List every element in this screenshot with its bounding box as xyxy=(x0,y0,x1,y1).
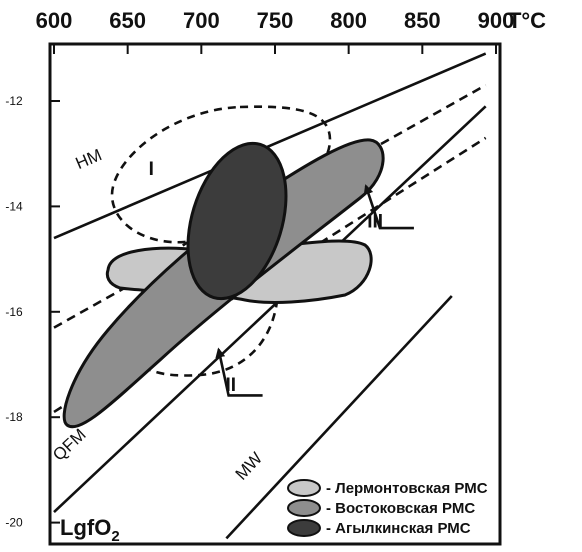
arrow-ii xyxy=(215,347,263,397)
buffer-label-qfm: QFM xyxy=(49,425,90,465)
arrow-iii xyxy=(363,184,414,230)
x-tick-label: 650 xyxy=(109,8,146,33)
legend-swatch xyxy=(287,479,321,497)
legend: - Лермонтовская РМС - Востоковская РМС - А… xyxy=(287,479,488,537)
y-axis-ticks: -12 -14 -16 -18 -20 xyxy=(5,94,60,530)
arrows xyxy=(215,184,414,397)
x-tick-label: 750 xyxy=(257,8,294,33)
y-tick-label: -20 xyxy=(5,516,23,530)
roman-label-i: I xyxy=(149,159,154,180)
legend-label: - Востоковская РМС xyxy=(326,500,475,517)
buffer-line-hm xyxy=(53,52,487,240)
buffer-label-hm: HM xyxy=(73,145,105,173)
legend-swatch xyxy=(287,499,321,517)
x-tick-label: 700 xyxy=(183,8,220,33)
y-tick-label: -16 xyxy=(5,305,23,319)
y-tick-label: -18 xyxy=(5,410,23,424)
y-axis-label: LgfO2 xyxy=(60,515,120,545)
y-axis-label-subscript: 2 xyxy=(111,528,119,545)
buffer-label-mw: MW xyxy=(232,449,266,484)
ellipse-agylkinskaya xyxy=(186,141,288,301)
legend-label: - Лермонтовская РМС xyxy=(326,480,488,497)
x-tick-label: 600 xyxy=(36,8,73,33)
x-axis-unit-label: T°C xyxy=(508,8,546,33)
roman-label-ii: II xyxy=(226,375,237,396)
legend-swatch xyxy=(287,519,321,537)
y-tick-label: -12 xyxy=(5,94,23,108)
x-tick-label: 850 xyxy=(404,8,441,33)
y-tick-label: -14 xyxy=(5,199,23,213)
x-tick-label: 900 xyxy=(478,8,515,33)
y-axis-label-main: LgfO xyxy=(60,515,111,540)
dashed-region-i xyxy=(110,105,332,244)
x-tick-label: 800 xyxy=(330,8,367,33)
x-axis-ticks: 600 650 700 750 800 850 900 xyxy=(36,8,515,54)
buffer-line-mw xyxy=(225,295,453,540)
legend-label: - Агылкинская РМС xyxy=(326,520,471,537)
buffer-line-qfm xyxy=(53,105,487,514)
